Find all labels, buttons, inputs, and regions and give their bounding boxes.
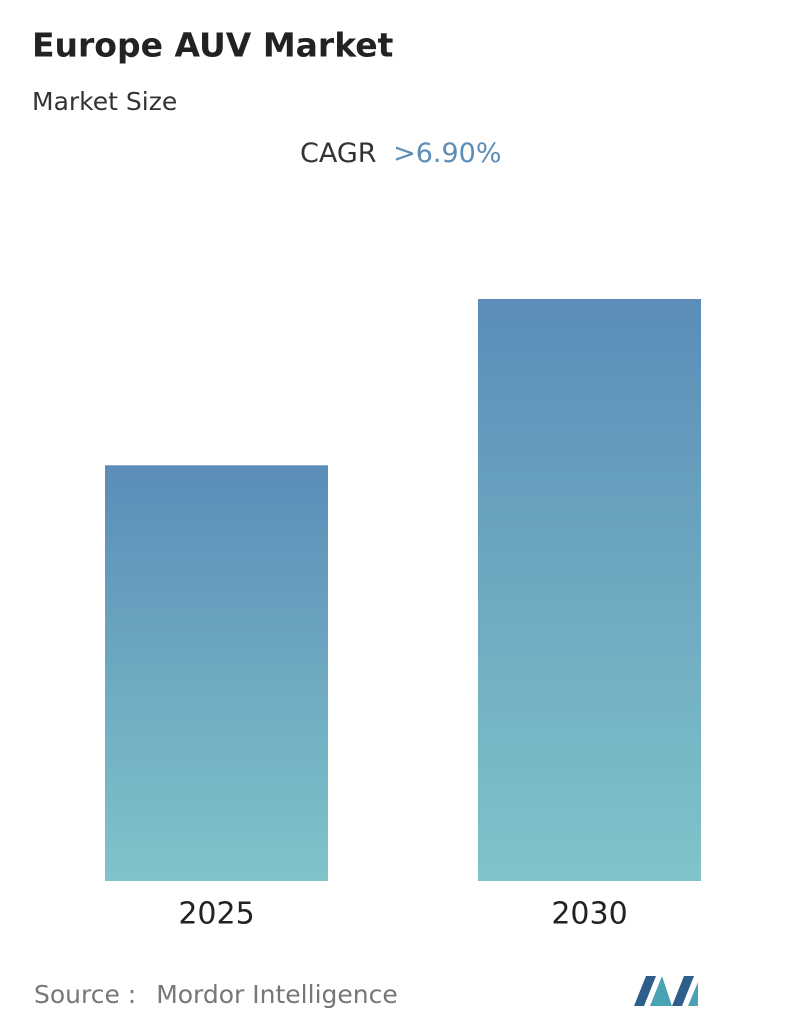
source-name: Mordor Intelligence	[156, 980, 398, 1009]
bar	[478, 299, 701, 881]
x-tick-label: 2025	[178, 897, 254, 932]
bar	[105, 465, 328, 881]
cagr-value: >6.90%	[393, 138, 501, 169]
x-tick-label: 2030	[551, 897, 627, 932]
cagr-label: CAGR	[300, 138, 377, 169]
logo	[634, 976, 698, 1006]
cagr: CAGR >6.90%	[300, 138, 502, 169]
source-label: Source :	[34, 980, 136, 1009]
chart-title: Europe AUV Market	[32, 26, 394, 65]
chart-subtitle: Market Size	[32, 87, 177, 116]
source: Source : Mordor Intelligence	[34, 980, 398, 1009]
